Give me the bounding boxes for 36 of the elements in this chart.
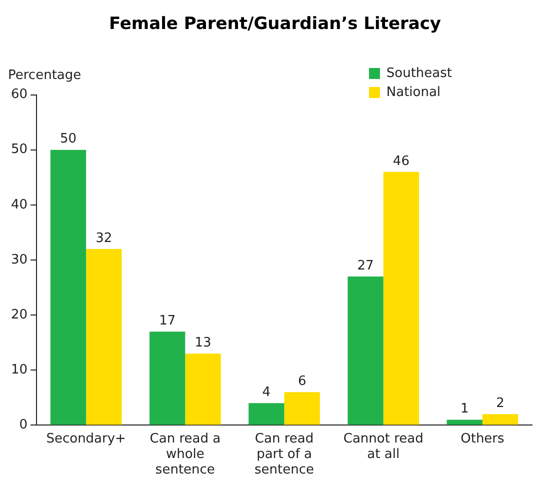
bar <box>482 414 518 425</box>
bar <box>383 172 420 425</box>
bar <box>50 150 86 425</box>
data-label: 27 <box>357 258 374 274</box>
data-label: 50 <box>60 132 77 147</box>
y-tick-label: 10 <box>10 362 28 378</box>
x-tick-label: Can read a whole sentence <box>150 431 221 478</box>
bar <box>86 248 122 425</box>
y-tick-label: 30 <box>10 252 28 268</box>
data-label: 2 <box>496 396 504 412</box>
bar <box>185 354 221 425</box>
data-label: 17 <box>159 313 176 328</box>
data-label: 1 <box>460 402 469 417</box>
y-tick-label: 50 <box>10 142 28 158</box>
data-label: 4 <box>262 385 271 400</box>
x-tick-label: Others <box>460 431 505 446</box>
y-axis-title: Percentage <box>8 68 82 83</box>
bar <box>284 392 320 425</box>
y-tick-label: 60 <box>10 87 28 102</box>
legend-label: Southeast <box>386 66 452 81</box>
data-label: 46 <box>392 154 410 169</box>
x-tick-label: Can read part of a sentence <box>254 431 314 478</box>
data-label: 32 <box>96 230 112 246</box>
bar <box>348 276 384 425</box>
bar <box>446 420 482 425</box>
data-label: 13 <box>194 335 212 350</box>
chart-title: Female Parent/Guardian’s Literacy <box>108 13 442 36</box>
x-tick-label: Cannot read at all <box>343 431 424 462</box>
legend-label: National <box>386 85 441 100</box>
y-tick-label: 40 <box>10 197 28 212</box>
bar <box>248 403 284 425</box>
x-tick-label: Secondary+ <box>46 431 126 446</box>
y-tick-label: 20 <box>10 307 28 322</box>
data-label: 6 <box>298 374 306 390</box>
bar <box>150 332 186 425</box>
y-tick-label: 0 <box>19 418 28 433</box>
